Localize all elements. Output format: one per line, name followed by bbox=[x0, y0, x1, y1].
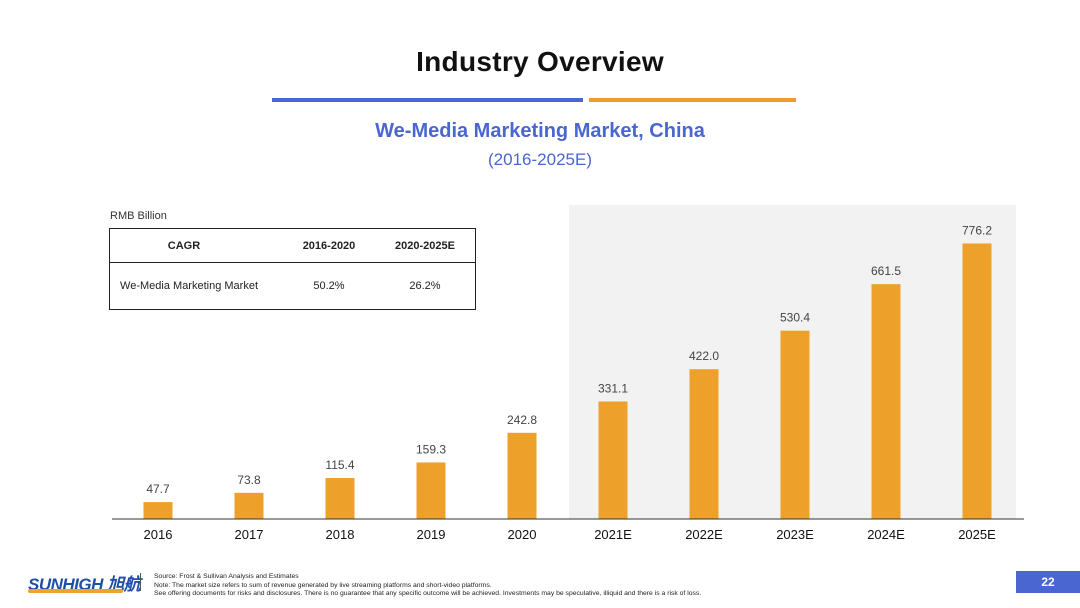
value-label-2025e: 776.2 bbox=[962, 223, 992, 237]
cagr-data-row: We-Media Marketing Market 50.2% 26.2% bbox=[110, 262, 475, 309]
bar-2021e bbox=[598, 401, 628, 519]
value-label-2021e: 331.1 bbox=[598, 381, 628, 395]
market-size-note: Note: The market size refers to sum of r… bbox=[154, 581, 492, 589]
bar-2018 bbox=[325, 478, 355, 519]
bar-2019 bbox=[416, 462, 446, 519]
x-tick-label-2017: 2017 bbox=[235, 527, 264, 542]
x-tick-label-2021e: 2021E bbox=[594, 527, 632, 542]
value-label-2018: 115.4 bbox=[325, 458, 354, 472]
cagr-row-label: We-Media Marketing Market bbox=[120, 279, 258, 292]
bar-2025e bbox=[962, 243, 992, 519]
bar-chart: 47.7 73.8 115.4 159.3 242.8 331.1 422.0 530.4 66… bbox=[112, 205, 1024, 542]
bar-2020 bbox=[507, 432, 537, 519]
x-tick-label-2022e: 2022E bbox=[685, 527, 723, 542]
value-label-2023e: 530.4 bbox=[780, 311, 810, 325]
bar-2017 bbox=[234, 492, 264, 519]
title-underline-orange bbox=[589, 98, 796, 102]
value-label-2022e: 422.0 bbox=[689, 349, 719, 363]
cagr-header-row: CAGR 2016-2020 2020-2025E bbox=[110, 229, 475, 263]
value-label-2020: 242.8 bbox=[507, 413, 537, 427]
disclaimer-note: See offering documents for risks and dis… bbox=[154, 590, 702, 597]
cagr-header-period-2: 2020-2025E bbox=[395, 239, 455, 252]
x-tick-label-2016: 2016 bbox=[144, 527, 173, 542]
value-label-2024e: 661.5 bbox=[871, 264, 901, 278]
value-label-2019: 159.3 bbox=[416, 442, 446, 456]
bars-group bbox=[143, 243, 992, 519]
x-tick-label-2023e: 2023E bbox=[776, 527, 814, 542]
logo-swoosh bbox=[28, 589, 123, 593]
bar-2022e bbox=[689, 369, 719, 519]
page-number: 22 bbox=[1016, 571, 1080, 593]
page-title: Industry Overview bbox=[416, 46, 664, 77]
x-tick-label-2018: 2018 bbox=[326, 527, 355, 542]
cagr-value-2020-2025e: 26.2% bbox=[409, 279, 441, 292]
cagr-header-label: CAGR bbox=[167, 239, 201, 252]
source-note: Source: Frost & Sullivan Analysis and Es… bbox=[154, 573, 299, 580]
value-label-2017: 73.8 bbox=[237, 473, 261, 487]
cagr-header-period-1: 2016-2020 bbox=[302, 239, 356, 252]
footer-notes: Source: Frost & Sullivan Analysis and Es… bbox=[154, 573, 701, 599]
bar-2016 bbox=[143, 502, 173, 519]
cagr-value-2016-2020: 50.2% bbox=[313, 279, 345, 292]
unit-label: RMB Billion bbox=[110, 210, 167, 222]
bar-2024e bbox=[871, 284, 901, 519]
company-logo: SUNHIGH 旭航 bbox=[28, 570, 141, 595]
x-tick-label-2019: 2019 bbox=[417, 527, 446, 542]
x-tick-labels-group: 2016 2017 2018 2019 2020 2021E 2022E 2023E 2024E… bbox=[144, 527, 997, 542]
chart-period: (2016-2025E) bbox=[488, 150, 592, 169]
x-tick-label-2020: 2020 bbox=[508, 527, 537, 542]
x-tick-label-2024e: 2024E bbox=[867, 527, 905, 542]
cagr-table: CAGR 2016-2020 2020-2025E We-Media Marke… bbox=[109, 228, 476, 310]
chart-subtitle: We-Media Marketing Market, China bbox=[375, 120, 705, 142]
x-tick-label-2025e: 2025E bbox=[958, 527, 996, 542]
bar-2023e bbox=[780, 330, 810, 519]
value-label-2016: 47.7 bbox=[146, 482, 170, 496]
footer-separator bbox=[140, 573, 141, 591]
title-underline-blue bbox=[272, 98, 583, 102]
value-labels-group: 47.7 73.8 115.4 159.3 242.8 331.1 422.0 530.4 66… bbox=[146, 223, 992, 496]
